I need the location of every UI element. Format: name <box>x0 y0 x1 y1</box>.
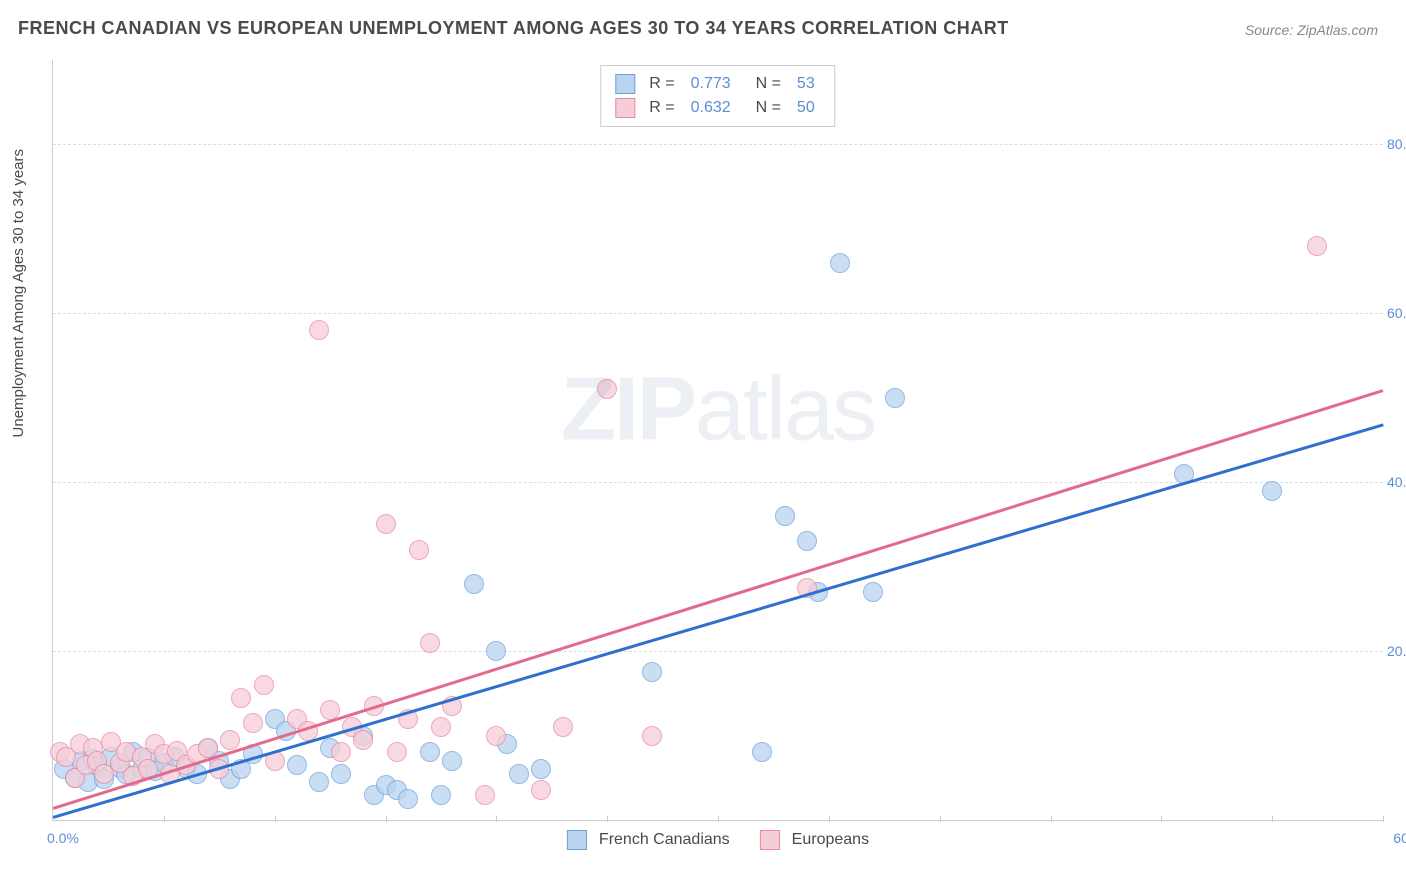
legend-item: Europeans <box>760 830 869 850</box>
data-point <box>231 688 251 708</box>
data-point <box>486 641 506 661</box>
legend-swatch <box>615 74 635 94</box>
data-point <box>642 726 662 746</box>
y-axis-label: Unemployment Among Ages 30 to 34 years <box>10 149 27 438</box>
data-point <box>309 320 329 340</box>
x-axis-end-label: 60.0% <box>1393 830 1406 846</box>
data-point <box>309 772 329 792</box>
scatter-plot-area: ZIPatlas R =0.773 N =53R =0.632 N =50 Fr… <box>52 60 1383 821</box>
x-tick-mark <box>718 816 719 822</box>
legend-row: R = 0.632 N = 50 <box>615 96 820 120</box>
x-tick-mark <box>1161 816 1162 822</box>
series-legend: French Canadians Europeans <box>567 830 869 850</box>
watermark-bold: ZIP <box>561 359 695 459</box>
y-tick-label: 80.0% <box>1387 136 1406 152</box>
data-point <box>387 742 407 762</box>
x-tick-mark <box>607 816 608 822</box>
n-label: N = <box>747 99 781 117</box>
data-point <box>287 755 307 775</box>
data-point <box>475 785 495 805</box>
n-value: 50 <box>797 99 815 117</box>
data-point <box>597 379 617 399</box>
data-point <box>243 713 263 733</box>
watermark-text: ZIPatlas <box>561 358 875 461</box>
x-tick-mark <box>1383 816 1384 822</box>
r-label: R = <box>649 75 674 93</box>
data-point <box>420 633 440 653</box>
legend-swatch <box>615 98 635 118</box>
x-tick-mark <box>386 816 387 822</box>
x-tick-mark <box>1051 816 1052 822</box>
data-point <box>1262 481 1282 501</box>
data-point <box>509 764 529 784</box>
r-label: R = <box>649 99 674 117</box>
trend-line <box>53 389 1384 809</box>
x-tick-mark <box>164 816 165 822</box>
data-point <box>531 780 551 800</box>
data-point <box>331 764 351 784</box>
gridline <box>53 651 1383 652</box>
data-point <box>863 582 883 602</box>
legend-swatch <box>567 830 587 850</box>
x-tick-mark <box>829 816 830 822</box>
x-tick-mark <box>940 816 941 822</box>
r-value: 0.773 <box>691 75 731 93</box>
data-point <box>398 789 418 809</box>
legend-label: French Canadians <box>599 831 730 849</box>
data-point <box>431 717 451 737</box>
data-point <box>409 540 429 560</box>
data-point <box>553 717 573 737</box>
x-tick-mark <box>275 816 276 822</box>
data-point <box>254 675 274 695</box>
n-label: N = <box>747 75 781 93</box>
data-point <box>353 730 373 750</box>
x-tick-mark <box>1272 816 1273 822</box>
gridline <box>53 144 1383 145</box>
data-point <box>331 742 351 762</box>
y-tick-label: 20.0% <box>1387 643 1406 659</box>
watermark-light: atlas <box>695 359 875 459</box>
data-point <box>420 742 440 762</box>
data-point <box>775 506 795 526</box>
legend-label: Europeans <box>792 831 869 849</box>
gridline <box>53 313 1383 314</box>
y-tick-label: 60.0% <box>1387 305 1406 321</box>
data-point <box>220 730 240 750</box>
chart-title: FRENCH CANADIAN VS EUROPEAN UNEMPLOYMENT… <box>18 18 1009 39</box>
data-point <box>797 531 817 551</box>
y-tick-label: 40.0% <box>1387 474 1406 490</box>
data-point <box>442 751 462 771</box>
correlation-legend: R = 0.773 N = 53 R = 0.632 N = 50 <box>600 65 835 127</box>
legend-swatch <box>760 830 780 850</box>
data-point <box>752 742 772 762</box>
data-point <box>464 574 484 594</box>
data-point <box>1307 236 1327 256</box>
data-point <box>642 662 662 682</box>
n-value: 53 <box>797 75 815 93</box>
data-point <box>431 785 451 805</box>
x-axis-start-label: 0.0% <box>47 830 79 846</box>
data-point <box>531 759 551 779</box>
source-attribution: Source: ZipAtlas.com <box>1245 22 1378 38</box>
data-point <box>376 514 396 534</box>
x-tick-mark <box>496 816 497 822</box>
data-point <box>830 253 850 273</box>
data-point <box>486 726 506 746</box>
data-point <box>885 388 905 408</box>
r-value: 0.632 <box>691 99 731 117</box>
legend-row: R = 0.773 N = 53 <box>615 72 820 96</box>
legend-item: French Canadians <box>567 830 730 850</box>
